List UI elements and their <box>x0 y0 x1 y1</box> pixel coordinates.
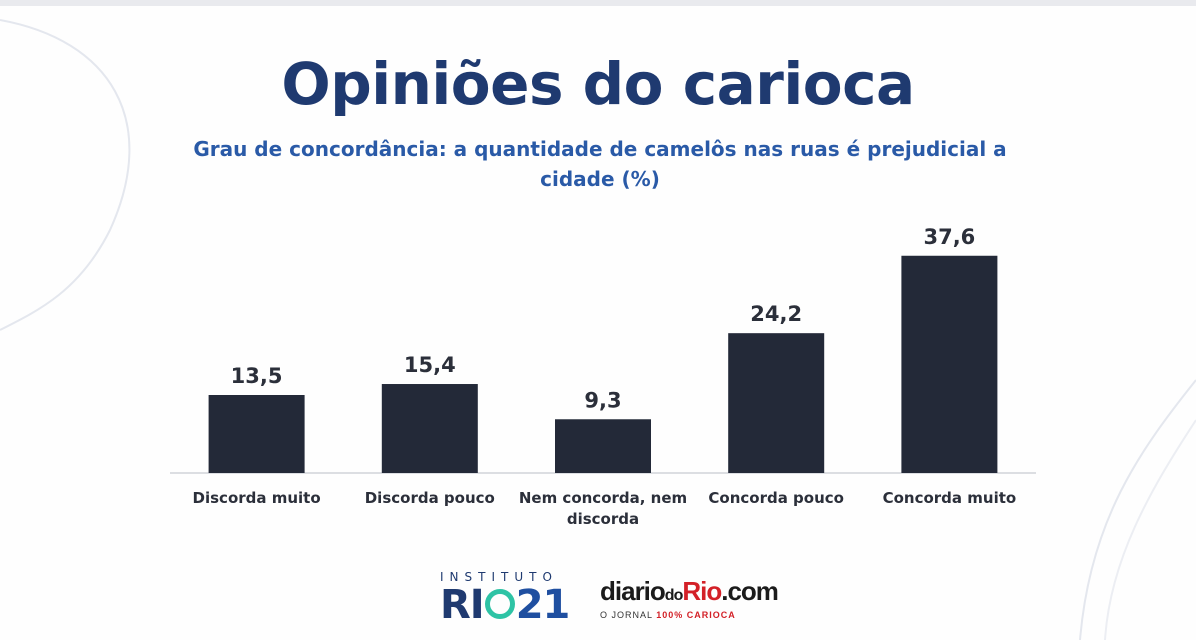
chart-title: Opiniões do carioca <box>281 50 915 118</box>
x-tick-label: Nem concorda, nem <box>519 489 687 507</box>
x-tick-label: Concorda pouco <box>708 489 844 507</box>
data-label: 24,2 <box>750 302 802 326</box>
bar <box>208 395 305 473</box>
data-label: 37,6 <box>923 225 975 249</box>
bar <box>901 255 998 473</box>
top-border <box>0 0 1196 6</box>
footer-logos: INSTITUTO RI 21 diariodoRio.com O JORNAL … <box>440 570 779 630</box>
bar <box>381 384 478 473</box>
data-label: 13,5 <box>231 364 283 388</box>
data-label: 9,3 <box>584 388 621 412</box>
x-tick-label: Discorda pouco <box>365 489 495 507</box>
data-label: 15,4 <box>404 353 456 377</box>
x-tick-label: Concorda muito <box>883 489 1017 507</box>
instituto-label: INSTITUTO <box>440 570 558 584</box>
diario-tagline-a: O JORNAL <box>600 610 657 620</box>
bar <box>555 419 651 473</box>
chart-subtitle: Grau de concordância: a quantidade de ca… <box>193 137 1007 191</box>
diario-do-word: do <box>664 587 684 604</box>
rio-number: 21 <box>515 582 571 628</box>
diario-tagline-b: 100% CARIOCA <box>656 610 736 620</box>
x-tick-label: Discorda muito <box>193 489 321 507</box>
rio21-wordmark: RI 21 <box>440 582 571 628</box>
diario-word: diario <box>600 576 666 606</box>
rio-word: RI <box>440 582 485 628</box>
diario-tagline: O JORNAL 100% CARIOCA <box>600 610 736 620</box>
diario-com-word: .com <box>721 576 779 606</box>
bar <box>728 333 825 473</box>
x-tick-label: discorda <box>567 510 639 528</box>
diario-do-rio-logo: diariodoRio.com <box>600 576 779 607</box>
instituto-rio21-logo: INSTITUTO RI 21 <box>440 570 582 630</box>
ring-o-icon <box>484 589 515 619</box>
diario-rio-word: Rio <box>682 576 722 606</box>
